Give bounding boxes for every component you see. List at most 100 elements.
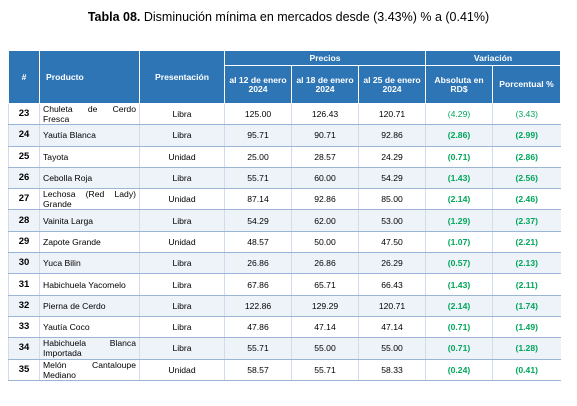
price-jan-12: 26.86	[224, 252, 292, 275]
product-name: Pierna de Cerdo	[39, 295, 140, 317]
presentation: Unidad	[139, 146, 225, 168]
table-row: 24 Yautía Blanca Libra 95.71 90.71 92.86 (2.86…	[8, 124, 561, 147]
product-name: Vainita Larga	[39, 209, 140, 232]
table-caption: Tabla 08. Disminución mínima en mercados…	[0, 10, 577, 24]
price-jan-12: 55.71	[224, 167, 292, 190]
table-row: 34 Habichuela Blanca Importada Libra 55.71 5…	[8, 337, 561, 360]
product-name: Cebolla Roja	[39, 167, 140, 190]
price-jan-12: 122.86	[224, 295, 292, 317]
header-date-1: al 12 de enero 2024	[224, 65, 292, 104]
price-jan-18: 129.29	[291, 295, 359, 317]
variation-percent: (1.74)	[492, 295, 561, 317]
product-name: Habichuela Blanca Importada	[39, 337, 140, 360]
product-name: Habichuela Yacomelo	[39, 273, 140, 296]
table-body: 23 Chuleta de Cerdo Fresca Libra 125.00 126.…	[8, 103, 561, 381]
product-name: Chuleta de Cerdo Fresca	[39, 103, 140, 126]
presentation: Libra	[139, 295, 225, 317]
row-number: 31	[8, 273, 40, 296]
row-number: 29	[8, 231, 40, 254]
presentation: Unidad	[139, 231, 225, 254]
price-jan-18: 55.71	[291, 359, 359, 381]
presentation: Libra	[139, 209, 225, 232]
price-jan-18: 62.00	[291, 209, 359, 232]
price-jan-12: 48.57	[224, 231, 292, 254]
price-jan-12: 47.86	[224, 316, 292, 339]
variation-percent: (2.99)	[492, 124, 561, 147]
product-name: Yuca Bilin	[39, 252, 140, 275]
price-jan-18: 60.00	[291, 167, 359, 190]
variation-absolute: (0.71)	[425, 146, 493, 168]
table-row: 33 Yautía Coco Libra 47.86 47.14 47.14 (0.71)(…	[8, 316, 561, 339]
table-row: 27 Lechosa (Red Lady) Grande Unidad 87.14 92…	[8, 188, 561, 211]
header-precios: Precios	[223, 50, 427, 66]
price-jan-25: 58.33	[357, 359, 426, 381]
caption-text: Disminución mínima en mercados desde (3.…	[143, 10, 490, 24]
product-name: Yautía Blanca	[39, 124, 140, 147]
presentation: Libra	[139, 337, 225, 360]
variation-absolute: (1.43)	[425, 167, 493, 190]
price-jan-25: 66.43	[357, 273, 426, 296]
table-row: 31 Habichuela Yacomelo Libra 67.86 65.71 66.4…	[8, 273, 561, 296]
row-number: 34	[8, 337, 40, 360]
variation-percent: (2.13)	[492, 252, 561, 275]
presentation: Libra	[139, 316, 225, 339]
variation-percent: (2.56)	[492, 167, 561, 190]
price-jan-18: 47.14	[291, 316, 359, 339]
product-name: Tayota	[39, 146, 140, 168]
price-jan-25: 120.71	[357, 103, 426, 126]
price-jan-25: 120.71	[357, 295, 426, 317]
product-name: Zapote Grande	[39, 231, 140, 254]
table-row: 23 Chuleta de Cerdo Fresca Libra 125.00 126.…	[8, 103, 561, 126]
presentation: Libra	[139, 103, 225, 126]
variation-percent: (2.11)	[492, 273, 561, 296]
table-row: 28 Vainita Larga Libra 54.29 62.00 53.00 (1.29…	[8, 209, 561, 232]
variation-absolute: (0.71)	[425, 316, 493, 339]
price-jan-25: 53.00	[357, 209, 426, 232]
variation-percent: (1.28)	[492, 337, 561, 360]
row-number: 33	[8, 316, 40, 339]
variation-percent: (2.46)	[492, 188, 561, 211]
price-jan-12: 125.00	[224, 103, 292, 126]
price-jan-18: 26.86	[291, 252, 359, 275]
header-presentacion: Presentación	[139, 50, 225, 104]
header-date-3: al 25 de enero 2024	[357, 65, 427, 104]
variation-absolute: (1.43)	[425, 273, 493, 296]
price-jan-18: 90.71	[291, 124, 359, 147]
price-jan-12: 95.71	[224, 124, 292, 147]
table-row: 25 Tayota Unidad 25.00 28.57 24.29 (0.71) (2.86…	[8, 146, 561, 168]
variation-percent: (2.37)	[492, 209, 561, 232]
price-jan-12: 58.57	[224, 359, 292, 381]
price-jan-25: 47.50	[357, 231, 426, 254]
row-number: 35	[8, 359, 40, 381]
header-variacion: Variación	[425, 50, 562, 66]
presentation: Libra	[139, 124, 225, 147]
price-jan-12: 54.29	[224, 209, 292, 232]
header-producto: Producto	[39, 50, 140, 104]
header-row-groups: # Producto Presentación Precios Variació…	[8, 50, 562, 104]
row-number: 30	[8, 252, 40, 275]
row-number: 26	[8, 167, 40, 190]
variation-absolute: (2.14)	[425, 295, 493, 317]
price-jan-18: 65.71	[291, 273, 359, 296]
price-jan-25: 26.29	[357, 252, 426, 275]
table-row: 29 Zapote Grande Unidad 48.57 50.00 47.50 (1.0…	[8, 231, 561, 254]
presentation: Libra	[139, 252, 225, 275]
variation-absolute: (1.29)	[425, 209, 493, 232]
caption-label: Tabla 08.	[87, 10, 141, 24]
price-jan-25: 54.29	[357, 167, 426, 190]
variation-percent: (1.49)	[492, 316, 561, 339]
price-jan-18: 55.00	[291, 337, 359, 360]
price-jan-25: 47.14	[357, 316, 426, 339]
price-jan-25: 92.86	[357, 124, 426, 147]
table-row: 32 Pierna de Cerdo Libra 122.86 129.29 120.71…	[8, 295, 561, 317]
variation-absolute: (1.07)	[425, 231, 493, 254]
price-jan-12: 67.86	[224, 273, 292, 296]
row-number: 23	[8, 103, 40, 126]
price-jan-18: 92.86	[291, 188, 359, 211]
price-jan-18: 50.00	[291, 231, 359, 254]
product-name: Yautía Coco	[39, 316, 140, 339]
table-row: 35 Melón Cantaloupe Mediano Unidad 58.57 55.…	[8, 359, 561, 381]
price-jan-18: 126.43	[291, 103, 359, 126]
variation-absolute: (4.29)	[425, 103, 493, 126]
price-table: # Producto Presentación Precios Variació…	[8, 50, 562, 381]
